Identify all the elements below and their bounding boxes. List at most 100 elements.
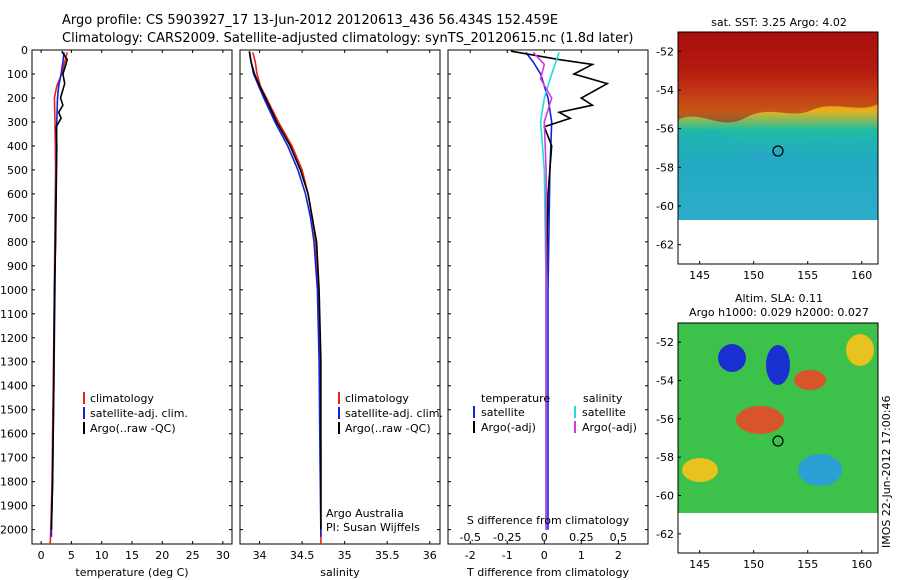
lat-tick-label: -56 [656,413,674,426]
sla-map-subtitle: Argo h1000: 0.029 h2000: 0.027 [689,306,869,319]
x-tick-label: 5 [68,549,75,562]
temperature-series [49,50,69,545]
difference-legend-temperature: temperature satellite Argo(-adj) [473,392,550,434]
sst-warm-region [678,32,878,123]
sla-map-title: Altim. SLA: 0.11 [735,292,823,305]
x-tick-label: 10 [95,549,109,562]
series-line-argo-raw-qc [248,51,322,530]
x-tick-label: 30 [216,549,230,562]
lat-tick-label: -52 [656,45,674,58]
x-tick-label: 15 [125,549,139,562]
legend-label-argo: Argo(..raw -QC) [345,422,431,435]
sla-argo-marker [772,435,784,447]
depth-tick-label: 1700 [0,452,28,465]
sla-high-eddy [736,406,784,434]
sst-map-title: sat. SST: 3.25 Argo: 4.02 [711,16,847,29]
legend-label-t-satellite: satellite [481,406,525,419]
salinity-x-axis: 34 34.5 35 35.5 36 [253,50,437,562]
sla-no-data [678,513,878,553]
difference-xlabel-salinity: S difference from climatology [467,514,630,527]
legend-label-satellite: satellite-adj. clim. [90,407,188,420]
temperature-legend: climatology satellite-adj. clim. Argo(..… [83,392,188,435]
salinity-legend: climatology satellite-adj. clim. Argo(..… [338,392,443,435]
x-tick-label: 34.5 [290,549,315,562]
depth-tick-label: 0 [21,44,28,57]
sla-high-eddy [682,458,718,482]
s-diff-tick-label: 0 [541,531,548,544]
title-line-2: Climatology: CARS2009. Satellite-adjuste… [62,31,634,46]
x-tick-label: 20 [155,549,169,562]
x-tick-label: -1 [502,549,513,562]
salinity-panel: 34 34.5 35 35.5 36 salinity climatology sate… [239,49,443,579]
salinity-series [248,51,322,544]
s-diff-tick-label: -0.25 [493,531,521,544]
lat-tick-label: -52 [656,336,674,349]
sla-low-eddy [766,345,790,385]
s-diff-tick-label: -0.5 [459,531,480,544]
lat-tick-label: -62 [656,528,674,541]
lon-tick-label: 160 [851,269,872,282]
sla-high-eddy [794,370,826,390]
lon-tick-label: 145 [689,269,710,282]
salinity-axes-box [239,49,441,545]
legend-label-t-argo: Argo(-adj) [481,421,536,434]
temperature-xlabel: temperature (deg C) [75,566,188,579]
series-line-s-satellite [539,52,560,530]
depth-tick-label: 100 [7,68,28,81]
credit-line-1: Argo Australia [326,507,404,520]
depth-tick-label: 1800 [0,476,28,489]
x-tick-label: -2 [465,549,476,562]
temperature-x-axis: 0 5 10 15 20 25 30 [38,50,230,562]
depth-tick-label: 1200 [0,332,28,345]
lat-tick-label: -56 [656,123,674,136]
depth-tick-label: 900 [7,260,28,273]
lon-tick-label: 150 [743,558,764,571]
series-line-argo-raw-qc [50,50,69,530]
depth-tick-label: 400 [7,140,28,153]
temperature-axes-box [31,49,233,545]
series-line-s-argo-adj [532,51,553,530]
depth-tick-label: 1900 [0,500,28,513]
series-line-climatology [252,52,322,544]
title-line-1: Argo profile: CS 5903927_17 13-Jun-2012 … [62,13,558,28]
depth-axis: 0 100 200 300 400 500 600 700 800 900 1000 1100 1200… [0,44,232,537]
difference-depth-ticks [448,49,648,531]
lat-tick-label: -60 [656,200,674,213]
sla-high-eddy [846,334,874,366]
lat-tick-label: -58 [656,451,674,464]
legend-label-argo: Argo(..raw -QC) [90,422,176,435]
depth-tick-label: 800 [7,236,28,249]
difference-xlabel: T difference from climatology [466,566,629,579]
lon-tick-label: 145 [689,558,710,571]
sst-cold-region [678,128,878,220]
legend-label-s-argo: Argo(-adj) [582,421,637,434]
depth-tick-label: 2000 [0,524,28,537]
sla-low-eddy [798,454,842,486]
salinity-depth-ticks [240,49,440,531]
x-tick-label: 35.5 [375,549,400,562]
legend-label-climatology: climatology [345,392,409,405]
depth-tick-label: 1300 [0,356,28,369]
depth-tick-label: 1600 [0,428,28,441]
lat-tick-label: -60 [656,490,674,503]
sla-map: Altim. SLA: 0.11 Argo h1000: 0.029 h2000… [656,292,879,571]
legend-title-temperature: temperature [481,392,550,405]
depth-tick-label: 300 [7,116,28,129]
credit-line-2: PI: Susan Wijffels [326,521,420,534]
sst-no-data [678,220,878,264]
depth-tick-label: 600 [7,188,28,201]
x-tick-label: 1 [578,549,585,562]
x-tick-label: 35 [338,549,352,562]
lat-tick-label: -54 [656,84,674,97]
depth-tick-label: 200 [7,92,28,105]
legend-title-salinity: salinity [583,392,623,405]
lon-tick-label: 155 [797,269,818,282]
s-diff-tick-label: 0.25 [569,531,594,544]
x-tick-label: 0 [38,549,45,562]
depth-tick-label: 1000 [0,284,28,297]
timestamp-stamp: IMOS 22-Jun-2012 17:00:46 [880,395,893,548]
x-tick-label: 0 [541,549,548,562]
x-tick-label: 36 [423,549,437,562]
lat-tick-label: -62 [656,239,674,252]
